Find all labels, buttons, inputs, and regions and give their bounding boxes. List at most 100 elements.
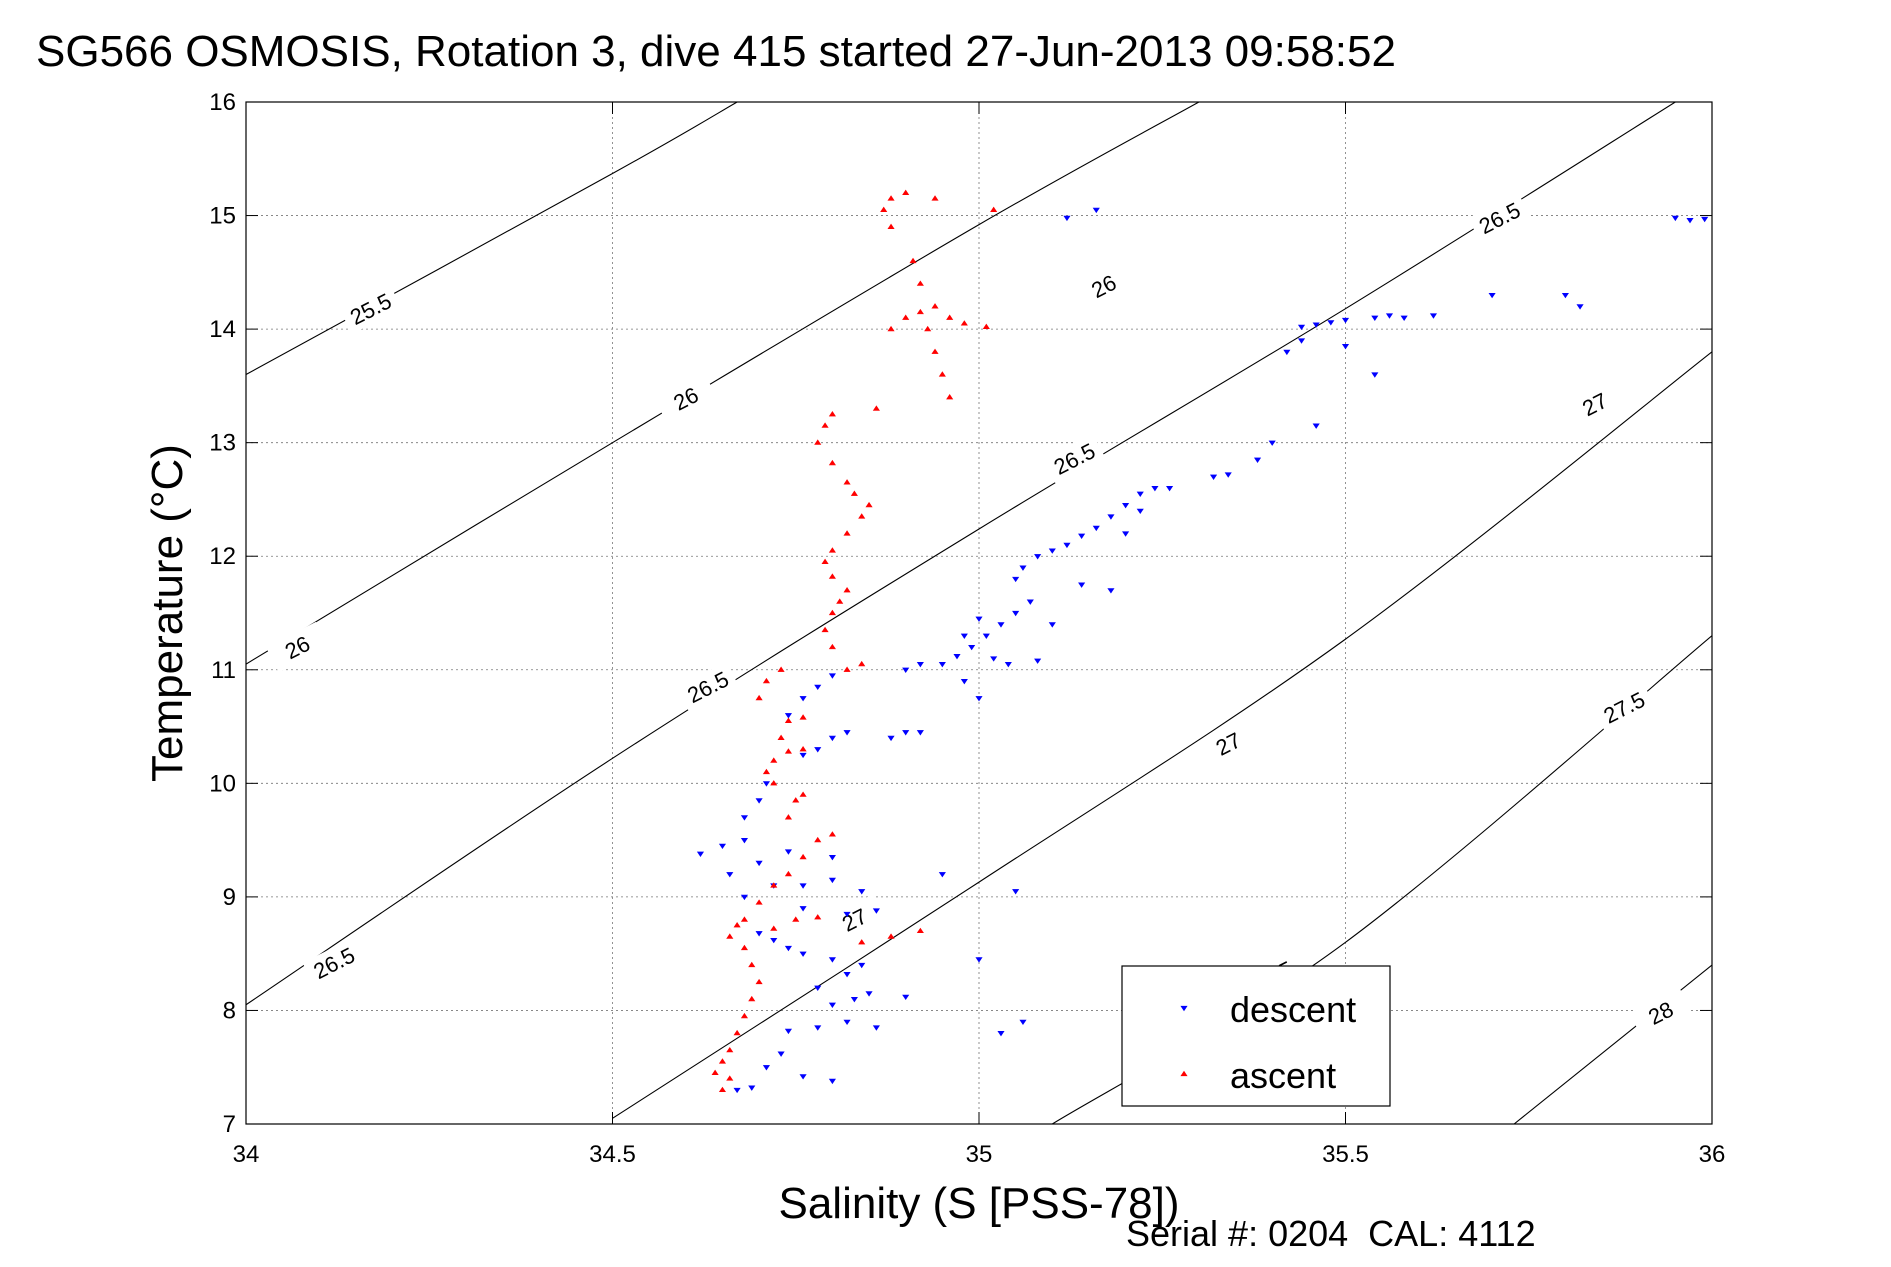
ascent-point <box>902 189 910 195</box>
chart-title: SG566 OSMOSIS, Rotation 3, dive 415 star… <box>36 27 1396 76</box>
ascent-point <box>755 978 763 985</box>
density-contour-25.5 <box>246 102 738 376</box>
contour-label-background <box>266 621 329 673</box>
contour-label-background <box>1072 260 1135 312</box>
ascent-point <box>887 933 895 939</box>
descent-point <box>828 1078 836 1085</box>
descent-point <box>1122 503 1130 509</box>
descent-point <box>902 994 910 1001</box>
descent-point <box>1283 349 1291 356</box>
ascent-point <box>711 1069 719 1075</box>
descent-point <box>799 752 807 759</box>
ascent-point <box>828 547 836 553</box>
y-tick-label: 14 <box>209 316 236 343</box>
ascent-point <box>821 626 829 633</box>
descent-point <box>975 616 983 622</box>
ascent-point <box>843 479 851 485</box>
descent-point <box>1034 554 1042 560</box>
x-tick-label: 34.5 <box>589 1141 636 1168</box>
descent-point <box>814 1025 822 1031</box>
ascent-point <box>814 439 822 445</box>
descent-point <box>726 872 734 878</box>
ascent-point <box>821 422 829 428</box>
descent-point <box>814 684 822 691</box>
ascent-point <box>733 1029 741 1036</box>
density-contour-26.5 <box>246 102 1676 1006</box>
descent-point <box>1026 599 1034 605</box>
legend: descent ascent <box>1121 965 1391 1107</box>
descent-point <box>865 991 873 997</box>
legend-marker-descent <box>1180 1005 1188 1012</box>
descent-point <box>814 747 822 753</box>
descent-point <box>784 849 792 855</box>
descent-point <box>1576 304 1584 310</box>
ascent-point <box>799 791 807 797</box>
ascent-point <box>843 587 851 593</box>
descent-point <box>1327 320 1335 326</box>
descent-point <box>990 656 998 662</box>
ascent-point <box>960 320 968 326</box>
descent-point <box>733 1087 741 1094</box>
ascent-point <box>880 206 888 212</box>
ascent-point <box>799 853 807 860</box>
descent-point <box>1686 217 1694 224</box>
ascent-point <box>828 573 836 579</box>
ascent-point <box>740 916 749 922</box>
descent-point <box>784 945 792 952</box>
ascent-point <box>916 280 924 286</box>
legend-entry-ascent: ascent <box>1180 1055 1336 1096</box>
ascent-point <box>784 870 792 877</box>
ascent-point <box>799 746 807 752</box>
descent-point <box>1012 576 1020 583</box>
descent-point <box>1209 474 1218 480</box>
ascent-point <box>828 831 836 837</box>
descent-point <box>1312 322 1320 328</box>
descent-point <box>799 906 807 912</box>
descent-point <box>1371 372 1379 378</box>
y-tick-label: 12 <box>209 543 236 570</box>
ascent-point <box>843 530 851 536</box>
y-tick-label: 11 <box>211 657 236 684</box>
descent-point <box>1034 658 1042 664</box>
ascent-legend-symbol <box>1180 1070 1188 1077</box>
descent-point <box>762 781 770 787</box>
descent-point <box>1004 661 1012 668</box>
descent-point <box>1253 457 1262 463</box>
descent-point <box>1341 344 1350 350</box>
ascent-point <box>858 513 866 519</box>
x-tick-label: 36 <box>1699 1141 1726 1168</box>
density-contour-28 <box>1513 964 1712 1124</box>
descent-point <box>799 883 807 889</box>
serial-footnote: Serial #: 0204 CAL: 4112 <box>1126 1213 1536 1254</box>
descent-point <box>1151 485 1159 492</box>
ascent-point <box>726 1046 734 1053</box>
descent-point <box>1297 324 1306 331</box>
y-tick-label: 10 <box>209 770 236 797</box>
descent-point <box>1136 491 1144 498</box>
descent-point <box>916 661 924 668</box>
contour-label-background <box>302 937 366 988</box>
x-axis-label: Salinity (S [PSS-78]) <box>778 1179 1179 1228</box>
descent-point <box>1297 338 1306 344</box>
descent-point <box>1092 525 1100 532</box>
ascent-point <box>858 939 866 945</box>
ascent-point <box>770 882 778 888</box>
descent-point <box>1385 313 1394 319</box>
ascent-point <box>792 916 800 922</box>
descent-point <box>718 843 727 850</box>
descent-point <box>1012 610 1020 617</box>
ascent-point <box>931 348 939 354</box>
contour-label-background <box>1629 987 1692 1038</box>
ascent-point <box>762 768 770 775</box>
contour-label-background <box>1196 718 1260 769</box>
descent-point <box>1078 582 1086 588</box>
descent-point <box>799 696 807 702</box>
descent-point <box>799 951 807 957</box>
ascent-point <box>748 961 756 968</box>
descent-legend-symbol <box>1180 1005 1188 1012</box>
ascent-point <box>733 922 741 928</box>
y-axis-label: Temperature (°C) <box>143 444 192 782</box>
ascent-point <box>865 501 873 508</box>
descent-point <box>850 996 858 1003</box>
descent-point <box>784 1028 792 1035</box>
